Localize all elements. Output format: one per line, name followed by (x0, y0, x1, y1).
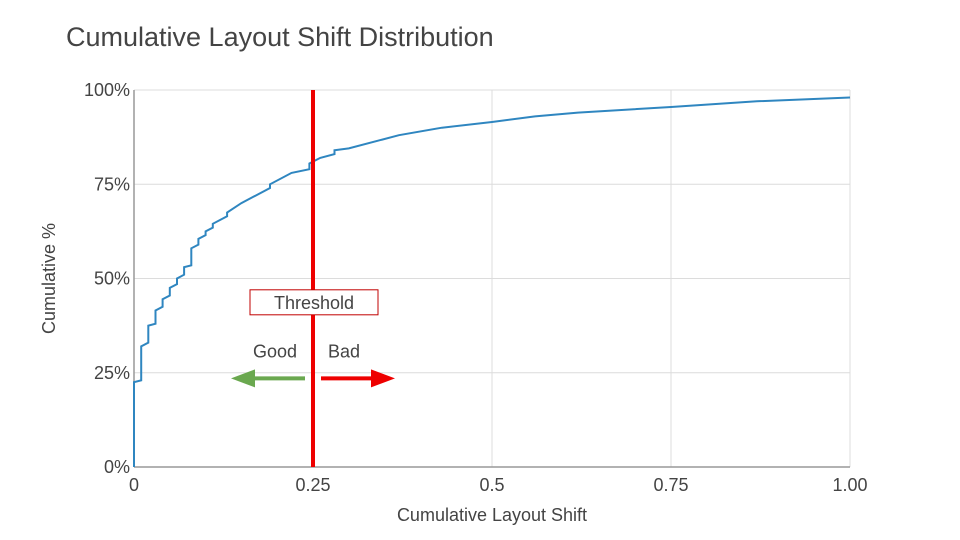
good-arrow-left-icon (231, 369, 305, 388)
y-tick-label: 75% (94, 174, 130, 194)
bad-arrow-right-icon (321, 369, 395, 388)
y-tick-label: 25% (94, 363, 130, 383)
x-tick-label: 0.5 (479, 475, 504, 495)
bad-arrow-head (371, 369, 395, 388)
threshold-label: Threshold (274, 293, 354, 313)
y-tick-label: 0% (104, 457, 130, 477)
y-axis-label: Cumulative % (39, 223, 59, 334)
x-axis-label: Cumulative Layout Shift (397, 505, 587, 525)
x-tick-label: 0.25 (295, 475, 330, 495)
good-arrow-head (231, 369, 255, 388)
x-tick-label: 1.00 (832, 475, 867, 495)
cumulative-curve (133, 96, 851, 467)
y-tick-label: 100% (84, 80, 130, 100)
good-label: Good (253, 342, 297, 362)
y-tick-label: 50% (94, 269, 130, 289)
bad-label: Bad (328, 342, 360, 362)
chart-title: Cumulative Layout Shift Distribution (66, 22, 494, 52)
x-tick-label: 0 (129, 475, 139, 495)
x-tick-label: 0.75 (653, 475, 688, 495)
threshold-label-box (249, 289, 379, 316)
